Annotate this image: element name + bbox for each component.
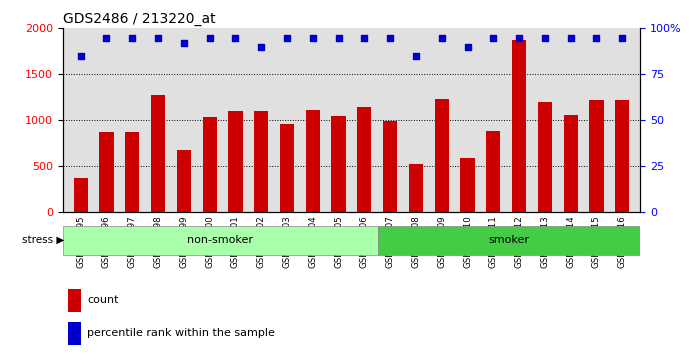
Point <box>307 35 318 40</box>
Bar <box>280 124 294 212</box>
Point <box>462 44 473 50</box>
Point <box>178 40 189 46</box>
Point <box>411 53 422 59</box>
Bar <box>228 111 242 212</box>
Bar <box>254 111 269 212</box>
Bar <box>538 102 552 212</box>
Bar <box>378 227 640 255</box>
Bar <box>100 132 113 212</box>
Point <box>333 35 344 40</box>
Point <box>230 35 241 40</box>
Text: non-smoker: non-smoker <box>187 235 253 245</box>
Bar <box>512 40 526 212</box>
Point <box>255 44 267 50</box>
Text: smoker: smoker <box>489 235 530 245</box>
Point <box>101 35 112 40</box>
Bar <box>487 131 500 212</box>
Bar <box>63 227 378 255</box>
Point <box>127 35 138 40</box>
Point <box>436 35 448 40</box>
Point <box>488 35 499 40</box>
Point <box>75 53 86 59</box>
Bar <box>331 116 346 212</box>
Text: stress ▶: stress ▶ <box>22 235 64 245</box>
Bar <box>151 95 165 212</box>
Bar <box>615 100 629 212</box>
Bar <box>177 150 191 212</box>
Bar <box>357 107 372 212</box>
Bar <box>461 158 475 212</box>
Point <box>565 35 576 40</box>
Text: GDS2486 / 213220_at: GDS2486 / 213220_at <box>63 12 215 26</box>
Bar <box>434 99 449 212</box>
Point <box>591 35 602 40</box>
Bar <box>590 100 603 212</box>
Point <box>539 35 551 40</box>
Text: count: count <box>87 295 118 305</box>
Bar <box>68 322 81 345</box>
Bar <box>383 121 397 212</box>
Bar <box>564 115 578 212</box>
Point <box>281 35 292 40</box>
Bar <box>306 110 320 212</box>
Bar <box>409 164 423 212</box>
Bar <box>125 132 139 212</box>
Point <box>385 35 396 40</box>
Bar <box>203 117 216 212</box>
Point <box>152 35 164 40</box>
Point <box>617 35 628 40</box>
Bar <box>74 178 88 212</box>
Text: percentile rank within the sample: percentile rank within the sample <box>87 329 275 338</box>
Point <box>359 35 370 40</box>
Bar <box>68 289 81 312</box>
Point <box>204 35 215 40</box>
Point <box>514 35 525 40</box>
